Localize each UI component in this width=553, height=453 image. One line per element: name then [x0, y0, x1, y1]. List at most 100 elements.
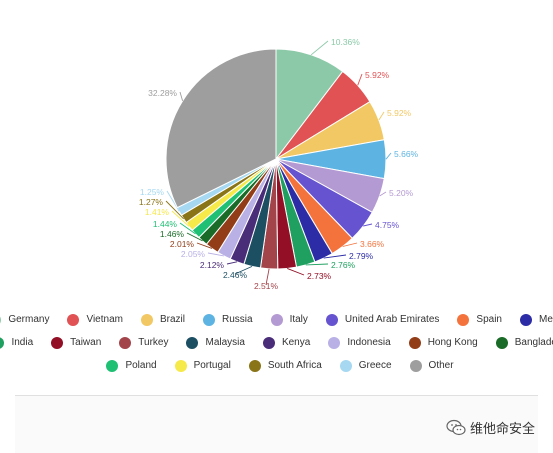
legend-swatch: [495, 336, 508, 349]
leader-line: [310, 40, 329, 56]
legend-swatch: [140, 313, 153, 326]
legend-label: Poland: [125, 360, 157, 371]
legend-swatch: [325, 313, 338, 326]
data-label: 2.01%: [170, 239, 195, 249]
legend-label: Russia: [221, 314, 253, 325]
legend-item[interactable]: Hong Kong: [408, 336, 478, 349]
legend-label: United Arab Emirates: [344, 314, 440, 325]
data-label: 3.66%: [360, 239, 385, 249]
watermark: 维他命安全: [446, 418, 535, 437]
data-label: 2.05%: [181, 249, 206, 259]
legend-item[interactable]: Kenya: [262, 336, 311, 349]
legend-item[interactable]: Russia: [202, 313, 253, 326]
legend-swatch: [339, 359, 352, 372]
legend-swatch: [409, 359, 422, 372]
legend-swatch: [457, 313, 470, 326]
leader-line: [323, 254, 347, 259]
footer-band: [15, 396, 538, 453]
chart-legend: Germany Vietnam Brazil Russia Italy United Ar…: [0, 308, 553, 377]
data-label: 2.76%: [331, 260, 356, 270]
legend-label: Spain: [476, 314, 502, 325]
pie-slice-germany: [275, 48, 344, 161]
legend-item[interactable]: Taiwan: [51, 336, 102, 349]
pie-chart: 10.36% 5.92% 5.92% 5.66% 5.20% 4.75% 3.66% 2.79…: [139, 37, 419, 291]
legend-item[interactable]: Bangladesh: [495, 336, 553, 349]
legend-item[interactable]: Other: [409, 359, 454, 372]
data-label: 1.46%: [160, 229, 185, 239]
legend-item[interactable]: Germany: [0, 313, 50, 326]
legend-label: Brazil: [159, 314, 185, 325]
leader-line: [378, 111, 385, 121]
legend-item[interactable]: Malaysia: [186, 336, 245, 349]
legend-label: Germany: [8, 314, 50, 325]
legend-item[interactable]: Poland: [106, 359, 157, 372]
legend-label: Italy: [289, 314, 308, 325]
leader-line: [234, 265, 253, 275]
legend-label: Mexico: [538, 314, 553, 325]
legend-label: Portugal: [193, 360, 231, 371]
legend-item[interactable]: Indonesia: [328, 336, 391, 349]
legend-swatch: [262, 336, 275, 349]
leader-line: [165, 200, 185, 220]
legend-swatch: [174, 359, 187, 372]
legend-label: Turkey: [138, 337, 169, 348]
legend-label: India: [11, 337, 34, 348]
data-label: 2.12%: [200, 260, 225, 270]
legend-item[interactable]: Mexico: [519, 313, 553, 326]
leader-line: [207, 252, 224, 257]
legend-swatch: [0, 313, 2, 326]
data-label: 5.92%: [365, 70, 390, 80]
legend-item[interactable]: Spain: [457, 313, 502, 326]
legend-swatch: [51, 336, 64, 349]
leader-line: [385, 152, 392, 160]
data-label: 10.36%: [331, 37, 360, 47]
leader-line: [186, 232, 203, 242]
legend-label: Bangladesh: [514, 337, 553, 348]
legend-item[interactable]: Vietnam: [67, 313, 123, 326]
data-label: 1.44%: [153, 219, 178, 229]
leader-line: [226, 261, 238, 265]
leader-line: [179, 91, 184, 102]
data-label: 5.92%: [387, 108, 412, 118]
legend-item[interactable]: Portugal: [174, 359, 231, 372]
legend-item[interactable]: Greece: [339, 359, 392, 372]
wechat-icon: [446, 419, 466, 435]
data-label: 5.66%: [394, 149, 419, 159]
data-label: 1.27%: [139, 197, 164, 207]
legend-item[interactable]: South Africa: [248, 359, 322, 372]
leader-line: [363, 223, 373, 227]
legend-label: Taiwan: [70, 337, 102, 348]
legend-swatch: [248, 359, 261, 372]
data-label: 2.46%: [223, 270, 248, 280]
leader-line: [196, 242, 213, 249]
legend-label: Malaysia: [205, 337, 245, 348]
legend-swatch: [119, 336, 132, 349]
legend-swatch: [186, 336, 199, 349]
legend-item[interactable]: Turkey: [119, 336, 169, 349]
legend-item[interactable]: United Arab Emirates: [325, 313, 440, 326]
legend-row: India Taiwan Turkey Malaysia Kenya Indonesia H…: [0, 331, 553, 354]
data-label: 2.73%: [307, 271, 332, 281]
data-label: 1.41%: [145, 207, 170, 217]
legend-label: South Africa: [267, 360, 322, 371]
legend-swatch: [202, 313, 215, 326]
legend-label: Indonesia: [347, 337, 391, 348]
leader-line: [171, 210, 190, 227]
data-label: 2.51%: [254, 281, 279, 291]
data-label: 32.28%: [148, 88, 177, 98]
leader-line: [265, 268, 270, 286]
legend-swatch: [67, 313, 80, 326]
legend-item[interactable]: Brazil: [140, 313, 185, 326]
data-label: 4.75%: [375, 220, 400, 230]
legend-label: Kenya: [281, 337, 311, 348]
data-label: 5.20%: [389, 188, 414, 198]
legend-swatch: [519, 313, 532, 326]
legend-swatch: [408, 336, 421, 349]
legend-item[interactable]: Italy: [270, 313, 308, 326]
legend-item[interactable]: India: [0, 336, 34, 349]
leader-line: [179, 222, 196, 235]
legend-label: Hong Kong: [427, 337, 478, 348]
legend-row: Germany Vietnam Brazil Russia Italy United Ar…: [0, 308, 553, 331]
legend-swatch: [0, 336, 5, 349]
legend-label: Other: [428, 360, 454, 371]
